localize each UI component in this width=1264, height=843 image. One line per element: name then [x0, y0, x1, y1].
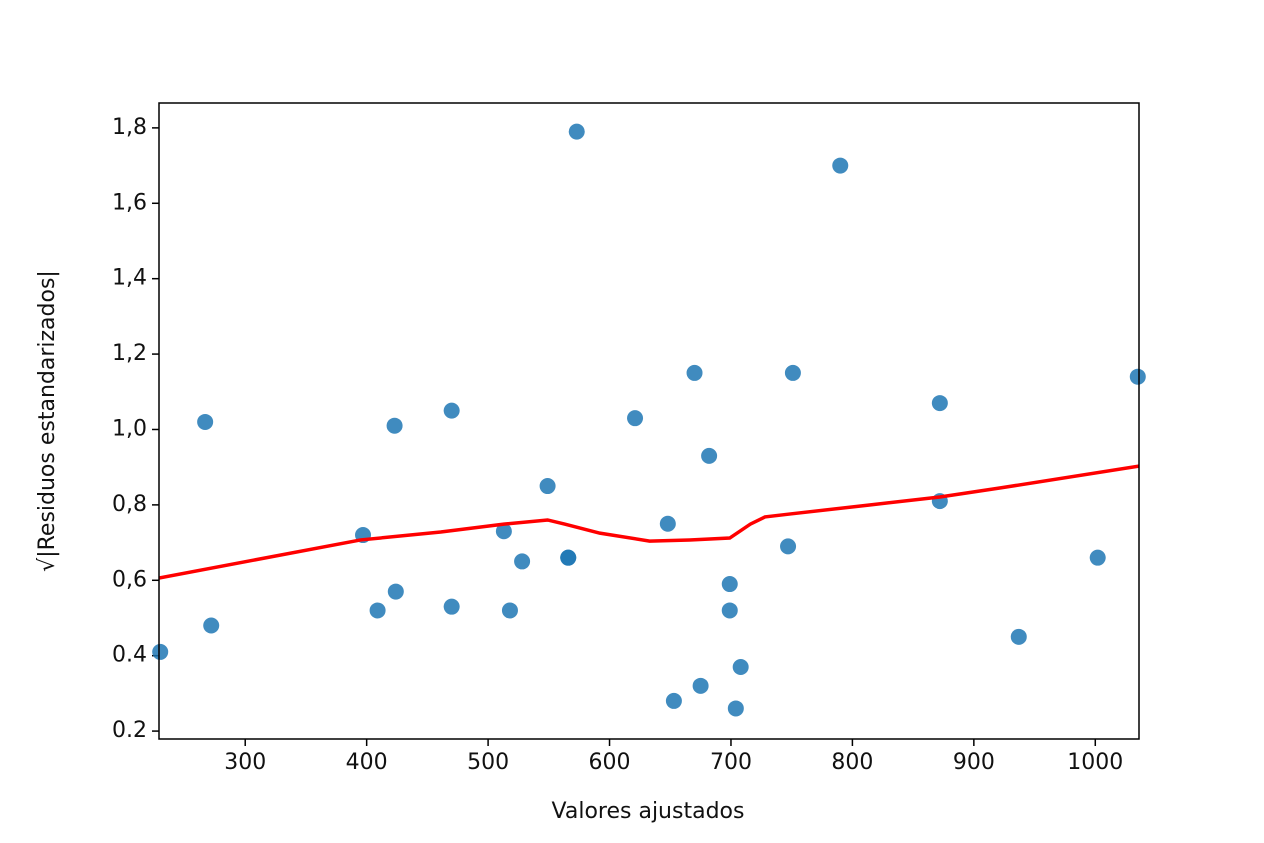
point [1089, 549, 1106, 566]
point [665, 692, 682, 709]
point [369, 602, 386, 619]
point [692, 677, 709, 694]
point [443, 402, 460, 419]
y-tick-label: 0.4 [112, 643, 147, 668]
x-tick-label: 500 [467, 750, 509, 775]
x-tick-label: 400 [346, 750, 388, 775]
point [832, 157, 849, 174]
y-tick-label: 1,2 [112, 341, 147, 366]
point [686, 364, 703, 381]
x-tick-label: 300 [224, 750, 266, 775]
point [780, 538, 797, 555]
x-tick-label: 900 [953, 750, 995, 775]
point [387, 583, 404, 600]
point [659, 515, 676, 532]
y-axis-label: √|Residuos estandarizados| [35, 270, 60, 572]
y-tick-label: 1,4 [112, 266, 147, 291]
point [931, 395, 948, 412]
point [568, 123, 585, 140]
x-tick-label: 600 [589, 750, 631, 775]
point [721, 576, 738, 593]
point [627, 410, 644, 427]
y-tick-label: 1,6 [112, 190, 147, 215]
point [514, 553, 531, 570]
smooth-line [159, 464, 1139, 580]
point [727, 700, 744, 717]
point [152, 643, 169, 660]
y-tick-label: 0,6 [112, 567, 147, 592]
point [701, 447, 718, 464]
x-tick-label: 1000 [1067, 750, 1123, 775]
point [1010, 628, 1027, 645]
point [539, 478, 556, 495]
point [203, 617, 220, 634]
y-tick-label: 0,8 [112, 492, 147, 517]
y-tick-label: 1,8 [112, 115, 147, 140]
point [784, 364, 801, 381]
point [495, 523, 512, 540]
point [732, 658, 749, 675]
point [1129, 368, 1146, 385]
point [197, 413, 214, 430]
point [721, 602, 738, 619]
point [443, 598, 460, 615]
x-tick-label: 800 [831, 750, 873, 775]
y-tick-label: 1,0 [112, 416, 147, 441]
point [501, 602, 518, 619]
point [560, 549, 577, 566]
point [386, 417, 403, 434]
plot-frame [158, 102, 1140, 740]
x-axis-label: Valores ajustados [552, 799, 745, 824]
y-tick-label: 0.2 [112, 718, 147, 743]
x-tick-label: 700 [710, 750, 752, 775]
